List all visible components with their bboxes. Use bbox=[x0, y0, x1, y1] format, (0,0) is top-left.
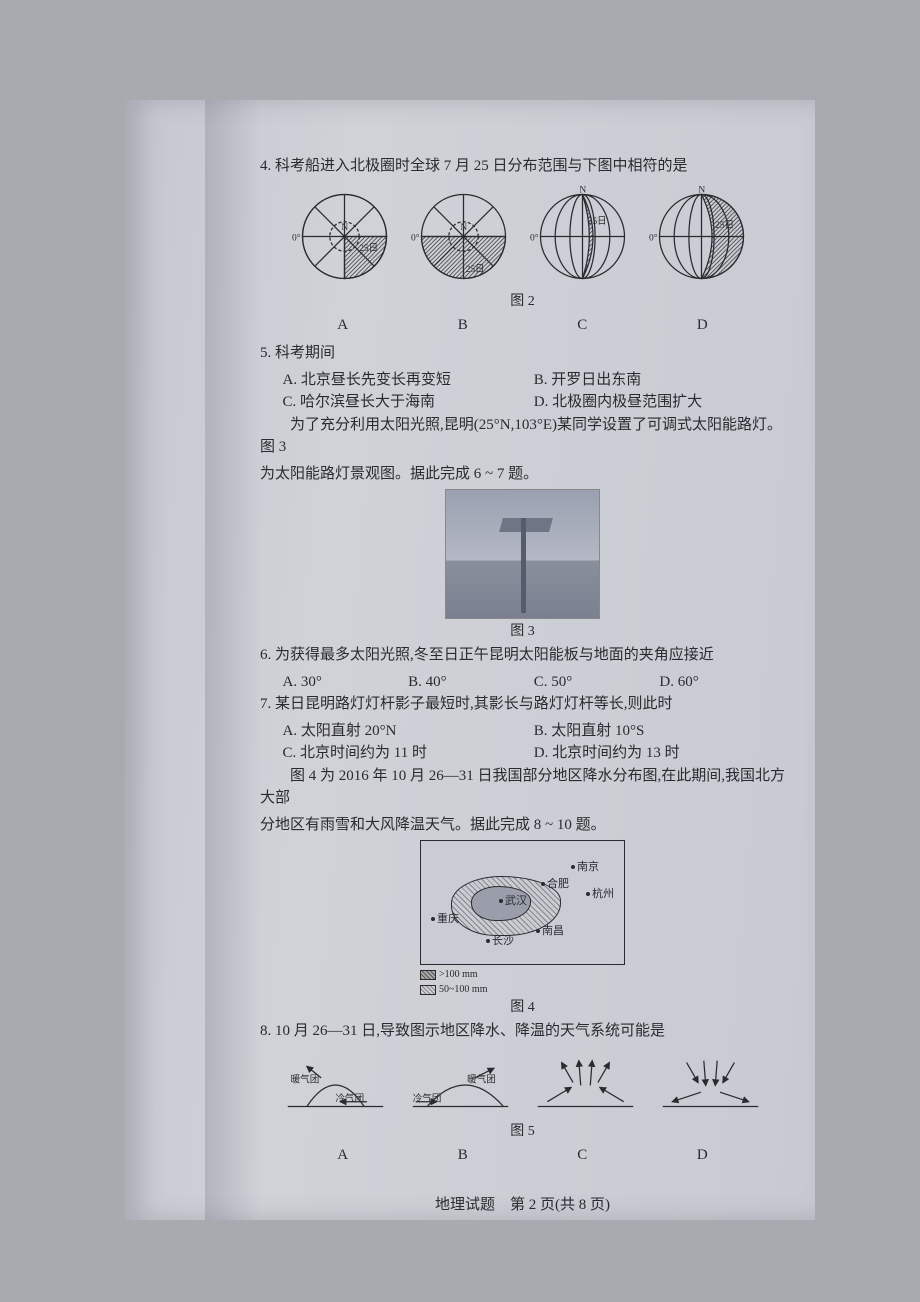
q7-opt-d: D. 北京时间约为 13 时 bbox=[534, 742, 785, 765]
figure-3-caption: 图 3 bbox=[260, 621, 785, 642]
figure-4-legend: >100 mm 50~100 mm bbox=[420, 967, 625, 997]
city-hangzhou: 杭州 bbox=[592, 888, 614, 900]
page-footer: 地理试题 第 2 页(共 8 页) bbox=[260, 1194, 785, 1217]
globe-d: N 0° 25日 bbox=[649, 184, 754, 289]
q7-opt-c: C. 北京时间约为 11 时 bbox=[283, 742, 534, 765]
date-label: 25日 bbox=[587, 215, 606, 226]
zero-label: 0° bbox=[530, 232, 539, 243]
q7-opt-a: A. 太阳直射 20°N bbox=[283, 720, 534, 743]
zero-label: 0° bbox=[292, 232, 301, 243]
passage67-line1: 为了充分利用太阳光照,昆明(25°N,103°E)某同学设置了可调式太阳能路灯。… bbox=[260, 414, 785, 459]
cold-label: 冷气团 bbox=[412, 1092, 441, 1104]
q6-opt-d: D. 60° bbox=[659, 671, 785, 694]
date-label: 25日 bbox=[715, 220, 734, 231]
figure-5-row: 暖气团 冷气团 冷气团 暖气团 bbox=[260, 1049, 785, 1121]
label-d: D bbox=[697, 1144, 708, 1167]
figure-3-photo bbox=[445, 489, 600, 619]
label-c: C bbox=[577, 314, 587, 337]
q7-options: A. 太阳直射 20°N B. 太阳直射 10°S C. 北京时间约为 11 时… bbox=[283, 720, 786, 765]
q6-opt-b: B. 40° bbox=[408, 671, 534, 694]
weather-system-c bbox=[533, 1049, 638, 1121]
passage810-line1: 图 4 为 2016 年 10 月 26—31 日我国部分地区降水分布图,在此期… bbox=[260, 765, 785, 810]
date-label: 25日 bbox=[465, 264, 484, 275]
passage67-line2: 为太阳能路灯景观图。据此完成 6 ~ 7 题。 bbox=[260, 463, 785, 486]
passage810-line2: 分地区有雨雪和大风降温天气。据此完成 8 ~ 10 题。 bbox=[260, 814, 785, 837]
label-b: B bbox=[458, 314, 468, 337]
zero-label: 0° bbox=[649, 232, 658, 243]
cold-label: 冷气团 bbox=[335, 1092, 364, 1104]
q6-opt-a: A. 30° bbox=[283, 671, 409, 694]
figure-4-map: 南京 合肥 杭州 武汉 重庆 长沙 南昌 bbox=[420, 840, 625, 965]
city-nanjing: 南京 bbox=[577, 861, 599, 873]
globe-a: N 0° 25日 bbox=[292, 184, 397, 289]
figure-5-caption: 图 5 bbox=[260, 1121, 785, 1142]
figure-2-row: N 0° 25日 N 0° 25日 N 0° 25日 bbox=[260, 184, 785, 289]
city-nanchang: 南昌 bbox=[542, 925, 564, 937]
north-label: N bbox=[579, 185, 586, 195]
globe-b: N 0° 25日 bbox=[411, 184, 516, 289]
exam-page: 4. 科考船进入北极圈时全球 7 月 25 日分布范围与下图中相符的是 N 0°… bbox=[125, 100, 815, 1220]
weather-system-d bbox=[658, 1049, 763, 1121]
q5-opt-a: A. 北京昼长先变长再变短 bbox=[283, 369, 534, 392]
label-c: C bbox=[577, 1144, 587, 1167]
q5-stem: 5. 科考期间 bbox=[260, 342, 785, 365]
weather-system-a: 暖气团 冷气团 bbox=[283, 1049, 388, 1121]
north-label: N bbox=[698, 185, 705, 195]
q7-opt-b: B. 太阳直射 10°S bbox=[534, 720, 785, 743]
q6-opt-c: C. 50° bbox=[534, 671, 660, 694]
label-a: A bbox=[337, 314, 348, 337]
q5-opt-d: D. 北极圈内极昼范围扩大 bbox=[534, 391, 785, 414]
q6-stem: 6. 为获得最多太阳光照,冬至日正午昆明太阳能板与地面的夹角应接近 bbox=[260, 644, 785, 667]
figure-5-labels: A B C D bbox=[283, 1144, 763, 1167]
zero-label: 0° bbox=[411, 232, 420, 243]
label-b: B bbox=[458, 1144, 468, 1167]
label-a: A bbox=[337, 1144, 348, 1167]
city-hefei: 合肥 bbox=[547, 878, 569, 890]
date-label: 25日 bbox=[359, 243, 378, 254]
q8-stem: 8. 10 月 26—31 日,导致图示地区降水、降温的天气系统可能是 bbox=[260, 1020, 785, 1043]
city-chongqing: 重庆 bbox=[437, 913, 459, 925]
q7-stem: 7. 某日昆明路灯灯杆影子最短时,其影长与路灯灯杆等长,则此时 bbox=[260, 693, 785, 716]
q5-opt-b: B. 开罗日出东南 bbox=[534, 369, 785, 392]
label-d: D bbox=[697, 314, 708, 337]
north-label: N bbox=[460, 223, 467, 233]
q5-options: A. 北京昼长先变长再变短 B. 开罗日出东南 C. 哈尔滨昼长大于海南 D. … bbox=[283, 369, 786, 414]
city-changsha: 长沙 bbox=[492, 935, 514, 947]
legend-a: >100 mm bbox=[439, 969, 478, 980]
north-label: N bbox=[341, 223, 348, 233]
warm-label: 暖气团 bbox=[290, 1073, 319, 1085]
q4-stem: 4. 科考船进入北极圈时全球 7 月 25 日分布范围与下图中相符的是 bbox=[260, 155, 785, 178]
legend-b: 50~100 mm bbox=[439, 984, 487, 995]
q5-opt-c: C. 哈尔滨昼长大于海南 bbox=[283, 391, 534, 414]
q6-options: A. 30° B. 40° C. 50° D. 60° bbox=[283, 671, 786, 694]
city-wuhan: 武汉 bbox=[505, 895, 527, 907]
figure-4-caption: 图 4 bbox=[260, 997, 785, 1018]
globe-c: N 0° 25日 bbox=[530, 184, 635, 289]
weather-system-b: 冷气团 暖气团 bbox=[408, 1049, 513, 1121]
figure-2-caption: 图 2 bbox=[260, 291, 785, 312]
figure-2-labels: A B C D bbox=[283, 314, 763, 337]
warm-label: 暖气团 bbox=[467, 1073, 496, 1085]
